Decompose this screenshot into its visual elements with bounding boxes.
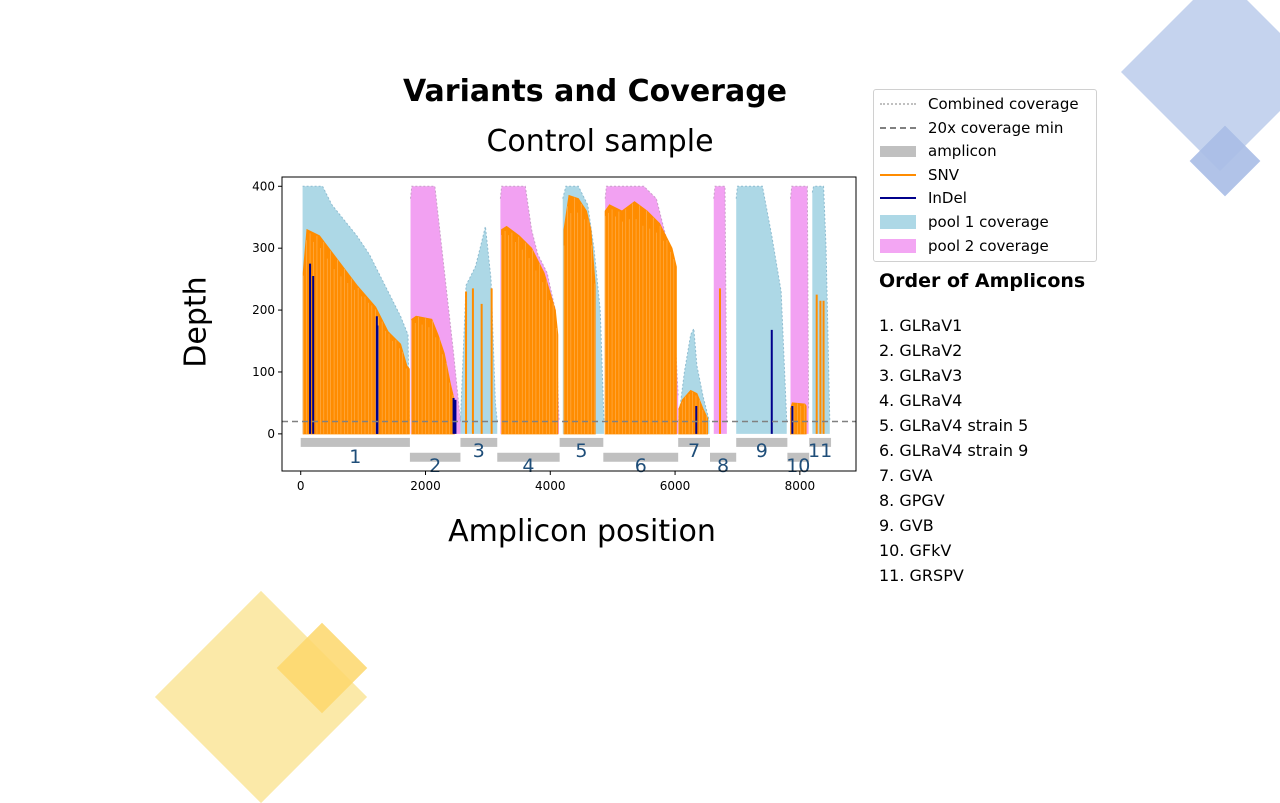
legend-item-combined-coverage: Combined coverage (880, 93, 1079, 115)
amplicon-order-item: 5. GLRaV4 strain 5 (879, 416, 1029, 435)
amplicon-order-item: 1. GLRaV1 (879, 316, 963, 335)
chart-subtitle: Control sample (486, 124, 714, 159)
legend-label: pool 1 coverage (928, 213, 1049, 231)
y-tick-label: 200 (252, 303, 275, 317)
snv-region-1 (302, 228, 410, 435)
chart-title: Variants and Coverage (402, 74, 788, 109)
chart-legend: Combined coverage 20x coverage min amplico… (873, 89, 1097, 262)
combined-coverage-line-p1-6 (811, 185, 831, 422)
amplicon-bar-7 (678, 437, 711, 447)
amplicon-order-item: 3. GLRaV3 (879, 366, 963, 385)
amplicon-order-item: 7. GVA (879, 466, 933, 485)
x-tick-label: 8000 (785, 479, 816, 493)
amplicon-bar-1 (300, 437, 410, 447)
amplicon-label-6: 6 (635, 455, 647, 477)
snv-region-7 (789, 402, 807, 435)
amplicon-order-title: Order of Amplicons (879, 270, 1086, 292)
legend-label: InDel (928, 189, 967, 208)
y-tick-label: 400 (252, 179, 275, 193)
amplicon-order-item: 8. GPGV (879, 491, 945, 510)
legend-item-20x-coverage-min: 20x coverage min (880, 117, 1063, 139)
legend-item-pool-2-coverage: pool 2 coverage (880, 235, 1049, 257)
combined-coverage-line-p2-4 (713, 185, 728, 422)
amplicon-label-11: 11 (808, 440, 832, 462)
legend-label: pool 2 coverage (928, 236, 1049, 255)
legend-swatch-icon (880, 103, 916, 105)
y-tick-label: 300 (252, 241, 275, 255)
amplicon-bar-10 (787, 452, 810, 462)
snv-region-6 (678, 389, 709, 435)
combined-coverage-line-p2-1 (410, 185, 461, 422)
amplicon-order-item: 10. GFkV (879, 541, 952, 560)
combined-coverage-line-p1-1 (302, 185, 410, 422)
x-tick-label: 0 (297, 479, 305, 493)
y-tick-label: 0 (267, 427, 275, 441)
amplicon-label-7: 7 (688, 440, 700, 462)
amplicon-bar-3 (460, 437, 498, 447)
pool2-coverage-area-5 (790, 186, 809, 434)
amplicon-bar-6 (603, 452, 679, 462)
x-axis-label: Amplicon position (448, 514, 716, 549)
legend-swatch-icon (880, 173, 916, 176)
legend-swatch-icon (880, 126, 916, 129)
x-tick-label: 2000 (410, 479, 441, 493)
amplicon-order-list: 1. GLRaV1 2. GLRaV2 3. GLRaV3 4. GLRaV4 5. G… (879, 313, 1028, 588)
legend-label: SNV (928, 165, 960, 184)
amplicon-label-3: 3 (473, 440, 485, 462)
snv-region-3 (501, 225, 559, 435)
legend-item-amplicon: amplicon (880, 140, 997, 162)
combined-coverage-line-p1-4 (677, 326, 710, 422)
legend-swatch-icon (880, 145, 916, 157)
amplicon-bar-9 (736, 437, 788, 447)
amplicon-label-8: 8 (717, 455, 729, 477)
legend-item-snv: SNV (880, 164, 959, 186)
amplicon-order-item: 4. GLRaV4 (879, 391, 963, 410)
y-tick-label: 100 (252, 365, 275, 379)
legend-item-pool-1-coverage: pool 1 coverage (880, 211, 1049, 233)
legend-item-indel: InDel (880, 187, 967, 209)
legend-swatch-icon (880, 215, 916, 229)
amplicon-bar-5 (559, 437, 604, 447)
x-tick-label: 4000 (535, 479, 566, 493)
pool1-coverage-area-5 (736, 186, 787, 434)
amplicon-order-item: 2. GLRaV2 (879, 341, 963, 360)
amplicon-order-item: 6. GLRaV4 strain 9 (879, 441, 1029, 460)
legend-swatch-icon (880, 238, 916, 253)
combined-coverage-line-p2-3 (604, 185, 679, 397)
amplicon-order-item: 9. GVB (879, 516, 934, 535)
legend-label: 20x coverage min (928, 118, 1064, 137)
amplicon-label-9: 9 (756, 440, 768, 462)
amplicon-bar-11 (809, 437, 832, 447)
combined-coverage-line-p1-5 (735, 185, 788, 422)
amplicon-label-10: 10 (786, 455, 810, 477)
amplicon-label-4: 4 (522, 455, 534, 477)
snv-region-5 (604, 201, 677, 435)
amplicon-bar-2 (409, 452, 461, 462)
legend-swatch-icon (880, 197, 916, 200)
snv-region-4 (563, 194, 596, 435)
combined-coverage-line-p1-3 (562, 185, 605, 422)
amplicon-bar-8 (710, 452, 737, 462)
amplicon-label-5: 5 (575, 440, 587, 462)
legend-label: Combined coverage (928, 95, 1079, 113)
amplicon-label-1: 1 (349, 446, 361, 468)
combined-coverage-line-p2-5 (789, 185, 810, 410)
amplicon-bar-4 (497, 452, 560, 462)
amplicon-order-item: 11. GRSPV (879, 566, 964, 585)
plot-frame (281, 176, 857, 472)
x-tick-label: 6000 (660, 479, 691, 493)
legend-label: amplicon (928, 142, 997, 161)
amplicon-label-2: 2 (429, 455, 441, 477)
